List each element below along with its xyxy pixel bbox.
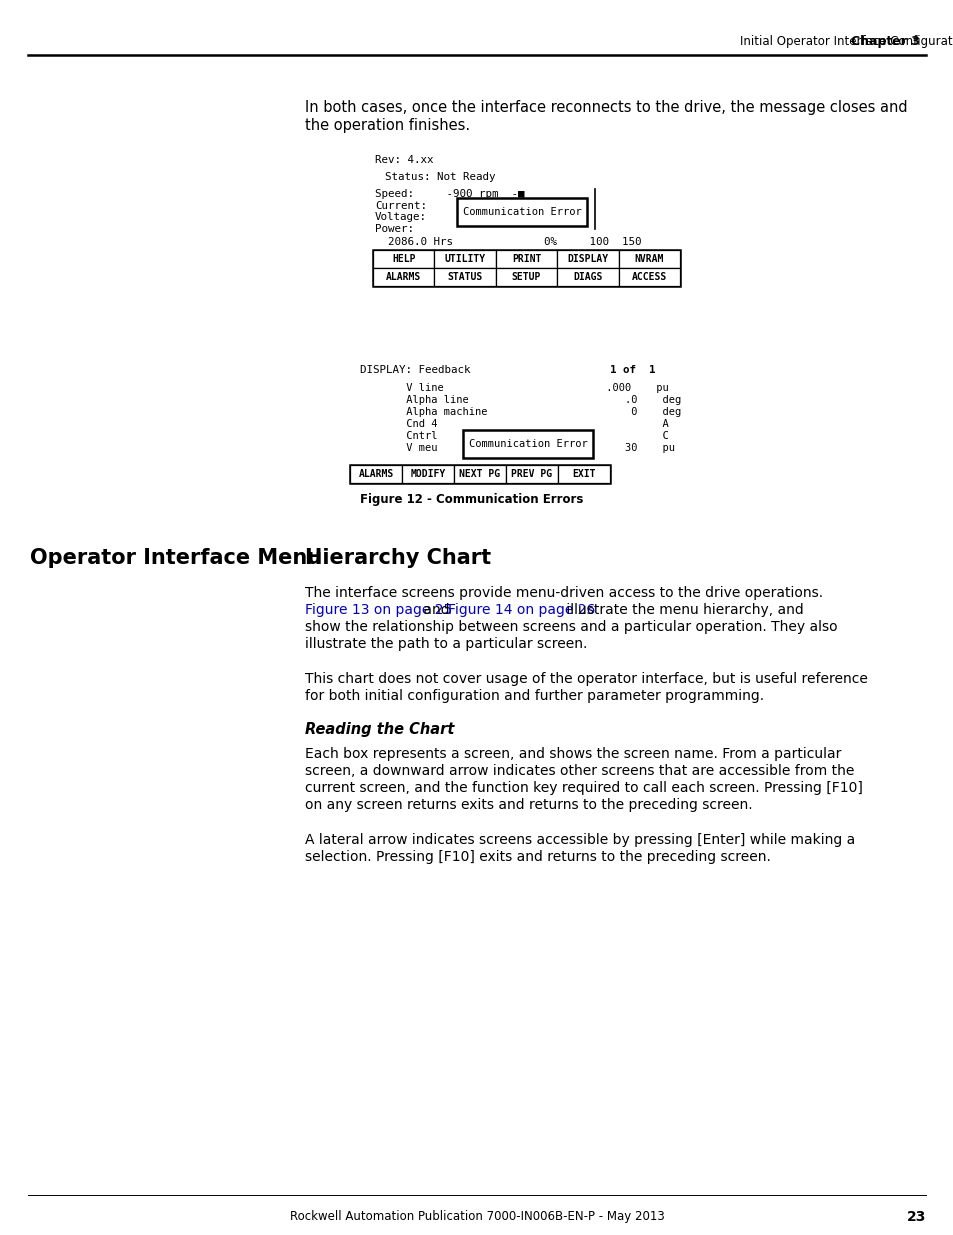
Text: Cnd 4                                    A: Cnd 4 A — [399, 419, 668, 429]
Text: 23: 23 — [905, 1210, 925, 1224]
Text: ALARMS: ALARMS — [386, 272, 421, 282]
Text: ACCESS: ACCESS — [631, 272, 666, 282]
Text: on any screen returns exits and returns to the preceding screen.: on any screen returns exits and returns … — [305, 798, 752, 811]
Bar — [456, 198, 586, 226]
Text: selection. Pressing [F10] exits and returns to the preceding screen.: selection. Pressing [F10] exits and retu… — [305, 850, 770, 864]
Text: EXIT: EXIT — [572, 469, 595, 479]
Text: This chart does not cover usage of the operator interface, but is useful referen: This chart does not cover usage of the o… — [305, 672, 867, 685]
Text: Alpha line                         .0    deg: Alpha line .0 deg — [399, 395, 680, 405]
Bar — [557, 249, 618, 268]
Bar — [496, 249, 557, 268]
Bar — [454, 466, 505, 483]
Text: screen, a downward arrow indicates other screens that are accessible from the: screen, a downward arrow indicates other… — [305, 764, 854, 778]
Text: Hierarchy Chart: Hierarchy Chart — [305, 548, 491, 568]
Bar — [401, 466, 454, 483]
Text: DIAGS: DIAGS — [573, 272, 602, 282]
Text: Initial Operator Interface Configuration: Initial Operator Interface Configuration — [740, 36, 953, 48]
Bar — [505, 466, 558, 483]
Text: Rockwell Automation Publication 7000-IN006B-EN-P - May 2013: Rockwell Automation Publication 7000-IN0… — [290, 1210, 663, 1223]
Text: Figure 13 on page 25: Figure 13 on page 25 — [305, 603, 452, 618]
Text: V line                          .000    pu: V line .000 pu — [399, 383, 668, 393]
Bar — [373, 249, 679, 287]
Text: Operator Interface Menu: Operator Interface Menu — [30, 548, 322, 568]
Text: Each box represents a screen, and shows the screen name. From a particular: Each box represents a screen, and shows … — [305, 747, 841, 761]
Text: ALARMS: ALARMS — [358, 469, 394, 479]
Text: illustrate the path to a particular screen.: illustrate the path to a particular scre… — [305, 637, 587, 651]
Bar — [496, 268, 557, 287]
Bar — [434, 249, 496, 268]
Text: Rev: 4.xx: Rev: 4.xx — [375, 156, 433, 165]
Text: UTILITY: UTILITY — [444, 254, 485, 264]
Text: Communication Error: Communication Error — [462, 207, 580, 217]
Text: show the relationship between screens and a particular operation. They also: show the relationship between screens an… — [305, 620, 837, 634]
Text: 2086.0 Hrs              0%     100  150: 2086.0 Hrs 0% 100 150 — [375, 237, 640, 247]
Text: Voltage:: Voltage: — [375, 212, 427, 222]
Text: DISPLAY: DISPLAY — [567, 254, 608, 264]
Text: STATUS: STATUS — [447, 272, 482, 282]
Text: Cntrl                                    C: Cntrl C — [399, 431, 668, 441]
Text: Status: Not Ready: Status: Not Ready — [385, 172, 495, 182]
Text: DISPLAY: Feedback: DISPLAY: Feedback — [359, 366, 470, 375]
Text: Communication Error: Communication Error — [468, 438, 587, 450]
Bar — [350, 466, 401, 483]
Text: PRINT: PRINT — [511, 254, 540, 264]
Bar — [558, 466, 609, 483]
Text: Figure 12 - Communication Errors: Figure 12 - Communication Errors — [359, 493, 583, 506]
Text: illustrate the menu hierarchy, and: illustrate the menu hierarchy, and — [562, 603, 803, 618]
Text: A lateral arrow indicates screens accessible by pressing [Enter] while making a: A lateral arrow indicates screens access… — [305, 832, 854, 847]
Bar — [373, 249, 434, 268]
Text: In both cases, once the interface reconnects to the drive, the message closes an: In both cases, once the interface reconn… — [305, 100, 906, 115]
Bar — [557, 268, 618, 287]
Bar — [434, 268, 496, 287]
Text: Power:: Power: — [375, 224, 414, 233]
Text: V meu                              30    pu: V meu 30 pu — [399, 443, 675, 453]
Text: NEXT PG: NEXT PG — [459, 469, 500, 479]
Text: PREV PG: PREV PG — [511, 469, 552, 479]
Text: Current:: Current: — [375, 201, 427, 211]
Bar — [462, 430, 593, 458]
Text: SETUP: SETUP — [511, 272, 540, 282]
Bar — [618, 268, 679, 287]
Text: and: and — [419, 603, 454, 618]
Bar — [373, 268, 434, 287]
Text: NVRAM: NVRAM — [634, 254, 663, 264]
Text: The interface screens provide menu-driven access to the drive operations.: The interface screens provide menu-drive… — [305, 585, 822, 600]
Text: the operation finishes.: the operation finishes. — [305, 119, 470, 133]
Text: HELP: HELP — [392, 254, 415, 264]
Text: for both initial configuration and further parameter programming.: for both initial configuration and furth… — [305, 689, 763, 703]
Text: Alpha machine                       0    deg: Alpha machine 0 deg — [399, 408, 680, 417]
Text: Reading the Chart: Reading the Chart — [305, 722, 454, 737]
Text: Figure 14 on page 26: Figure 14 on page 26 — [448, 603, 595, 618]
Text: Chapter 3: Chapter 3 — [850, 36, 919, 48]
Bar — [618, 249, 679, 268]
Text: Speed:     -900 rpm  -■: Speed: -900 rpm -■ — [375, 189, 524, 199]
Text: MODIFY: MODIFY — [410, 469, 445, 479]
Bar — [350, 466, 609, 483]
Text: 1 of  1: 1 of 1 — [609, 366, 655, 375]
Text: current screen, and the function key required to call each screen. Pressing [F10: current screen, and the function key req… — [305, 781, 862, 795]
